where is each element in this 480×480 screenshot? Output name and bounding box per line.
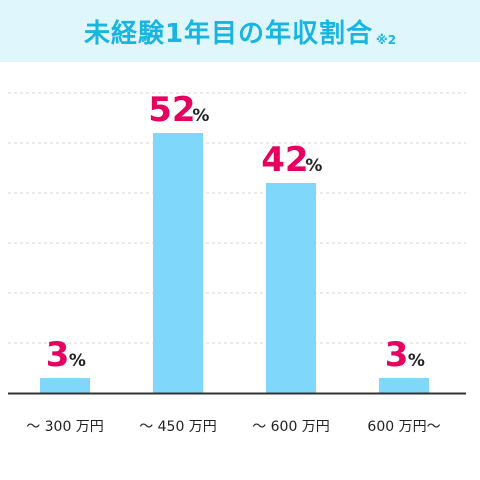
title-band: 未経験1年目の年収割合 ※2 [0,0,480,62]
data-label-value: 52 [148,90,195,130]
chart-title: 未経験1年目の年収割合 [83,18,374,49]
data-label-percent: % [69,351,86,371]
category-labels: ～ 300 万円 ～ 450 万円 ～ 600 万円 600 万円～ [26,419,440,435]
data-label-value: 3 [46,335,70,375]
x-tick-label: 600 万円～ [367,419,440,435]
bars [40,133,429,393]
data-label-value: 42 [261,140,308,180]
data-label-percent: % [305,156,322,176]
x-tick-label: ～ 300 万円 [26,419,104,435]
bar [40,378,90,393]
data-label-percent: % [192,106,209,126]
bar [379,378,429,393]
value-labels: 3 %52%42%3% [46,90,425,375]
data-label-percent: % [408,351,425,371]
gridlines [8,92,466,344]
x-tick-label: ～ 600 万円 [252,419,330,435]
title-wrap: 未経験1年目の年収割合 ※2 [84,13,396,50]
title-footnote-mark: ※2 [376,32,397,47]
data-label-value: 3 [385,335,409,375]
x-tick-label: ～ 450 万円 [139,419,217,435]
bar [266,183,316,393]
bar [153,133,203,393]
